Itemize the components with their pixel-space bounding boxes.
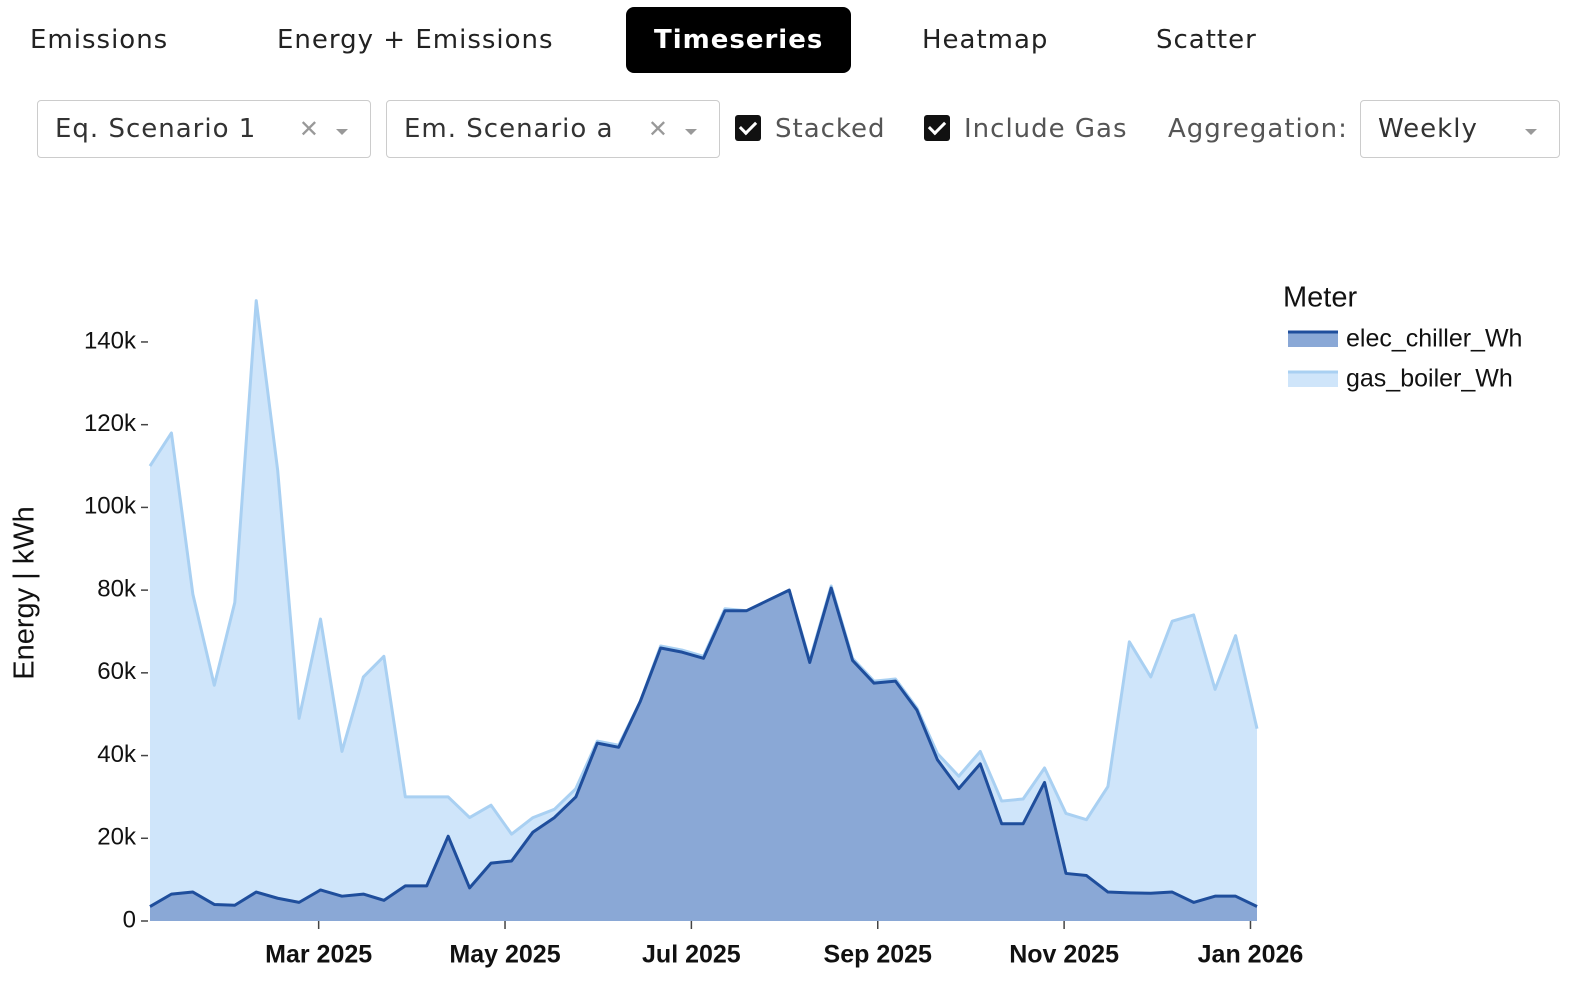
tab[interactable]: Heatmap [922,25,1049,55]
plot-area [148,299,1259,921]
checkbox[interactable] [924,115,950,141]
x-tick-label: Nov 2025 [1009,941,1119,969]
x-tick-label: Mar 2025 [265,941,372,969]
area-fill [150,588,1257,921]
checkbox-label: Stacked [775,114,886,144]
x-tick-label: May 2025 [449,941,560,969]
select-value: Em. Scenario a [404,114,614,144]
y-tick-label: 0 [123,906,136,933]
y-tick-label: 120k [84,410,137,437]
select-value: Eq. Scenario 1 [55,114,257,144]
aggregation-label: Aggregation: [1168,114,1348,144]
y-tick-label: 40k [97,741,137,768]
tab[interactable]: Emissions [30,25,169,55]
select-value: Weekly [1378,114,1478,144]
x-tick-label: Jan 2026 [1198,941,1304,969]
y-tick-label: 60k [97,658,137,685]
stacked-checkbox[interactable]: Stacked [735,100,886,158]
y-tick-label: 100k [84,493,137,520]
x-tick-label: Sep 2025 [824,941,933,969]
emissions-scenario-select[interactable]: Em. Scenario a ✕ [386,100,720,158]
equipment-scenario-select[interactable]: Eq. Scenario 1 ✕ [37,100,371,158]
caret-icon [336,129,348,135]
tab[interactable]: Timeseries [626,7,852,73]
clear-icon[interactable]: ✕ [298,115,320,143]
area-line [149,586,1258,908]
caret-icon [685,129,697,135]
tab[interactable]: Energy + Emissions [277,25,554,55]
legend-swatch [1288,371,1338,387]
y-tick-label: 140k [84,327,137,354]
x-tick-label: Jul 2025 [642,941,741,969]
checkbox-label: Include Gas [964,114,1128,144]
checkbox[interactable] [735,115,761,141]
aggregation-select[interactable]: Weekly [1360,100,1560,158]
y-axis-label: Energy | kWh [9,506,41,680]
tab[interactable]: Scatter [1156,25,1257,55]
legend-title: Meter [1283,282,1357,314]
caret-icon [1525,129,1537,135]
legend-label: gas_boiler_Wh [1346,365,1513,393]
legend-swatch [1288,331,1338,347]
include-gas-checkbox[interactable]: Include Gas [924,100,1128,158]
y-tick-label: 80k [97,575,137,602]
y-tick-label: 20k [97,824,137,851]
clear-icon[interactable]: ✕ [647,115,669,143]
legend-label: elec_chiller_Wh [1346,325,1522,353]
